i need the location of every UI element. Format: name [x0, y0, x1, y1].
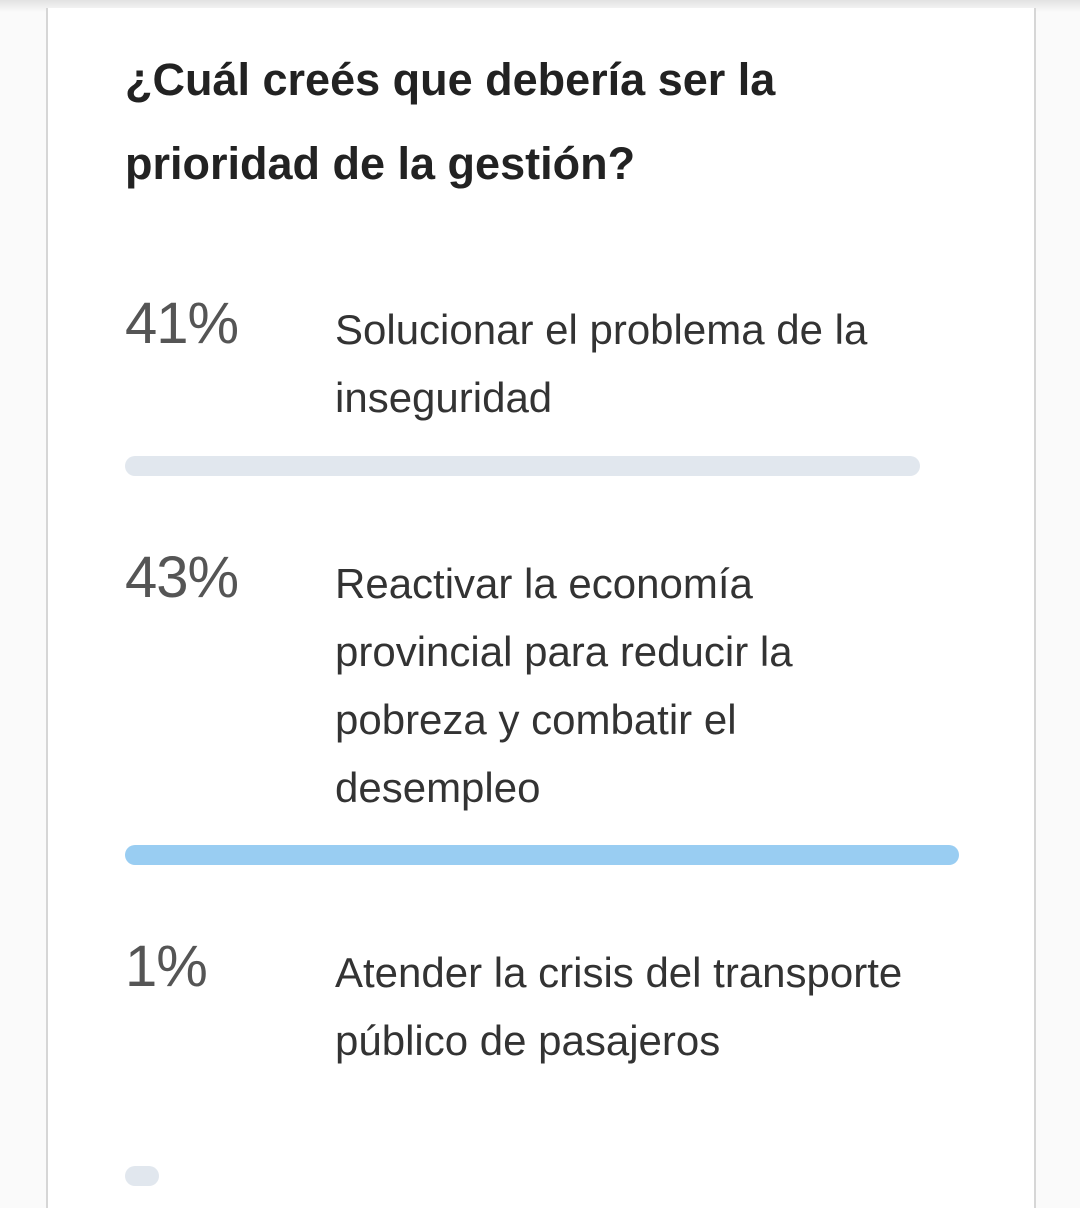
- option-percent: 43%: [125, 545, 239, 610]
- option-bar-3: [125, 1166, 159, 1186]
- option-bar-1: [125, 456, 921, 476]
- option-label: Solucionar el problema de la inseguridad: [335, 306, 868, 421]
- option-percent: 1%: [125, 934, 208, 999]
- option-label: Atender la crisis del transporte público…: [335, 949, 903, 1064]
- option-percent: 41%: [125, 291, 239, 356]
- option-bar-2: [125, 845, 959, 865]
- poll-question: ¿Cuál creés que debería ser la prioridad…: [125, 54, 776, 189]
- poll-card: ¿Cuál creés que debería ser la prioridad…: [46, 8, 1036, 1208]
- option-label: Reactivar la economía provincial para re…: [335, 560, 793, 811]
